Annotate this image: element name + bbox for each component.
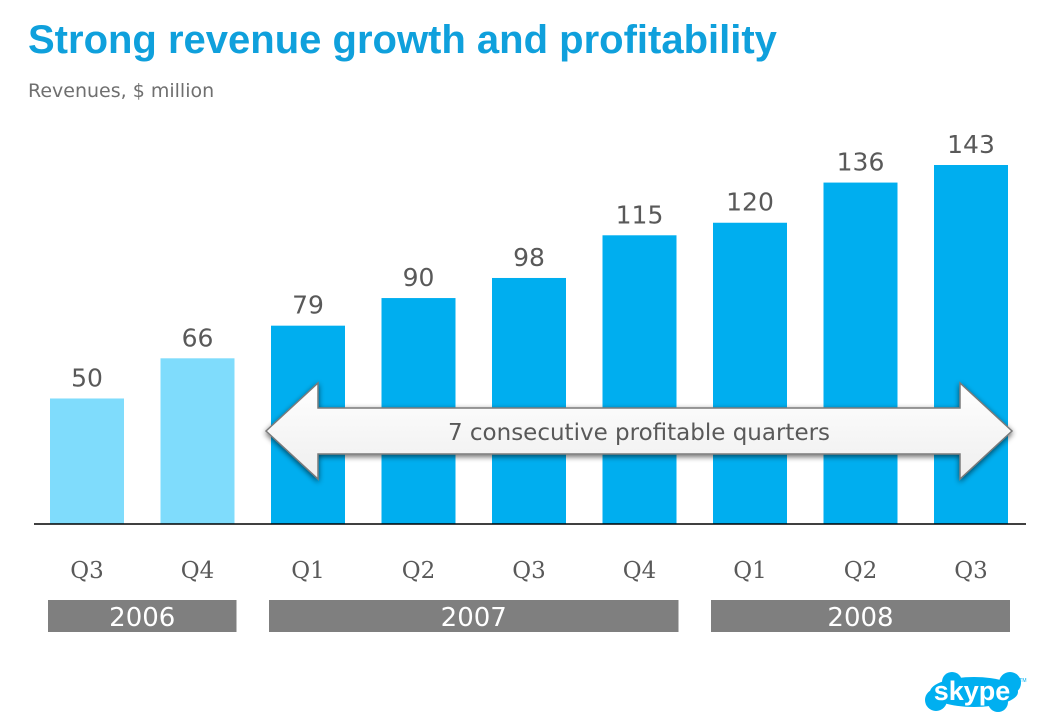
year-label: 2007 xyxy=(441,603,507,633)
year-band xyxy=(48,600,237,632)
chart-title: Strong revenue growth and profitability xyxy=(28,18,777,62)
logo-cloud-lobe xyxy=(988,692,1008,712)
logo-cloud-lobe xyxy=(925,689,947,711)
x-tick-label: Q4 xyxy=(623,558,657,584)
year-label: 2006 xyxy=(109,603,175,633)
year-label: 2008 xyxy=(827,603,893,633)
bar-value-label: 66 xyxy=(182,323,214,352)
bar xyxy=(50,398,124,524)
x-tick-label: Q3 xyxy=(70,558,104,584)
x-tick-label: Q4 xyxy=(181,558,215,584)
bar-value-label: 115 xyxy=(616,200,664,229)
bar xyxy=(823,182,898,524)
bar xyxy=(934,165,1008,524)
profitable-quarters-arrow xyxy=(264,381,1014,481)
year-band xyxy=(711,600,1010,632)
chart-subtitle: Revenues, $ million xyxy=(28,80,215,102)
bar-value-label: 120 xyxy=(726,188,774,217)
bar xyxy=(492,277,566,524)
bar-value-label: 143 xyxy=(947,130,995,159)
logo-cloud-lobe xyxy=(999,672,1021,694)
bar xyxy=(713,222,787,524)
bar-value-label: 90 xyxy=(403,263,435,292)
arrow-annotation-label: 7 consecutive profitable quarters xyxy=(448,420,830,446)
x-tick-label: Q1 xyxy=(291,558,325,584)
bar xyxy=(160,358,235,524)
bar-value-label: 50 xyxy=(71,363,103,392)
x-tick-label: Q3 xyxy=(954,558,988,584)
x-tick-label: Q2 xyxy=(402,558,436,584)
x-tick-label: Q3 xyxy=(512,558,546,584)
x-tick-label: Q2 xyxy=(844,558,878,584)
bar xyxy=(602,235,677,524)
bar-value-label: 79 xyxy=(292,291,324,320)
year-band xyxy=(269,600,679,632)
logo-cloud-lobe xyxy=(942,672,962,692)
skype-logo-tm: TM xyxy=(1019,678,1026,684)
bar-value-label: 98 xyxy=(513,243,545,272)
x-tick-label: Q1 xyxy=(733,558,767,584)
bar-value-label: 136 xyxy=(837,148,885,177)
skype-logo-text: skype xyxy=(934,676,1011,706)
skype-logo: skype TM xyxy=(925,672,1027,712)
